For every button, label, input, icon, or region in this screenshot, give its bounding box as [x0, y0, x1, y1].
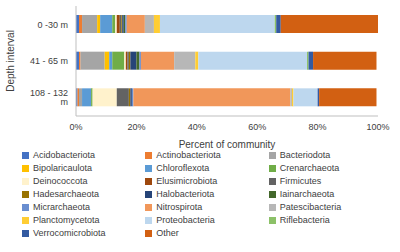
svg-text:60%: 60%	[248, 122, 266, 132]
svg-text:41 - 65 m: 41 - 65 m	[30, 56, 68, 66]
html-text:Iainarchaeota: Iainarchaeota	[279, 189, 335, 199]
html-text:Proteobacteria: Proteobacteria	[156, 215, 215, 225]
html-text:Bipolaricaulota: Bipolaricaulota	[33, 163, 92, 173]
svg-text:0%: 0%	[69, 122, 82, 132]
html-text:Nitrospirota: Nitrospirota	[156, 202, 203, 212]
svg-text:20%: 20%	[127, 122, 145, 132]
html-text:Firmicutes: Firmicutes	[279, 176, 322, 186]
html-text:Elusimicrobiota: Elusimicrobiota	[156, 176, 218, 186]
svg-text:Percent of community: Percent of community	[179, 139, 276, 150]
svg-text:Depth interval: Depth interval	[8, 30, 16, 92]
html-text:Actinobacteriota: Actinobacteriota	[156, 150, 221, 160]
html-text:Acidobacteriota: Acidobacteriota	[33, 150, 95, 160]
html-text:Chloroflexota: Chloroflexota	[156, 163, 210, 173]
html-text:Deinococcota: Deinococcota	[33, 176, 88, 186]
svg-text:40%: 40%	[188, 122, 206, 132]
svg-text:108 - 132m: 108 - 132m	[30, 88, 68, 107]
html-text:Verrocomicrobiota: Verrocomicrobiota	[33, 228, 106, 238]
html-text:Patescibacteria: Patescibacteria	[279, 202, 342, 212]
svg-text:100%: 100%	[366, 122, 389, 132]
svg-text:0 -30 m: 0 -30 m	[37, 20, 68, 30]
html-text:Halobacteriota: Halobacteriota	[156, 189, 215, 199]
html-text:Riflebacteria: Riflebacteria	[279, 215, 330, 225]
html-text:Hadesarchaeota: Hadesarchaeota	[33, 189, 99, 199]
html-text:Planctomycetota: Planctomycetota	[33, 215, 100, 225]
html-text:Bacteriodota: Bacteriodota	[279, 150, 331, 160]
svg-text:80%: 80%	[309, 122, 327, 132]
html-text:Micrarchaeota: Micrarchaeota	[33, 202, 90, 212]
html-text:Other: Other	[156, 228, 179, 238]
html-text:Crenarchaeota: Crenarchaeota	[279, 163, 340, 173]
